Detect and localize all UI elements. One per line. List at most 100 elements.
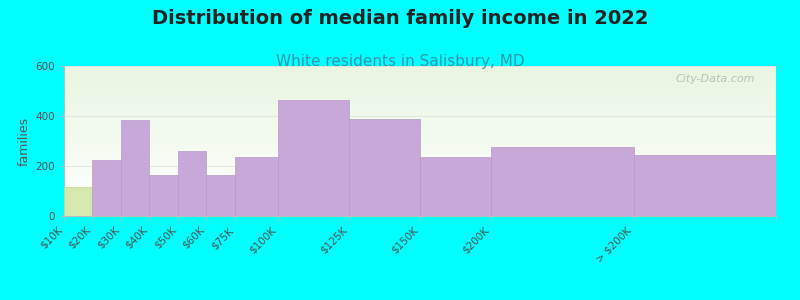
Bar (64, 101, 776, 102)
Bar (64, 79, 776, 80)
Bar (64, 143, 776, 144)
Bar (64, 158, 776, 159)
Bar (64, 186, 776, 187)
Bar (64, 156, 776, 157)
Bar (93, 160, 121, 216)
Bar (64, 159, 776, 160)
Bar (64, 118, 776, 119)
Bar (64, 169, 776, 170)
Bar (64, 83, 776, 84)
Bar (64, 119, 776, 120)
Text: White residents in Salisbury, MD: White residents in Salisbury, MD (276, 54, 524, 69)
Bar (64, 117, 776, 118)
Bar (349, 118, 420, 216)
Bar (64, 122, 776, 123)
Bar (64, 196, 776, 197)
Bar (64, 189, 776, 190)
Bar (64, 179, 776, 180)
Bar (64, 77, 776, 78)
Bar (64, 124, 776, 125)
Bar (64, 184, 776, 185)
Bar (64, 195, 776, 196)
Bar (64, 178, 776, 179)
Bar (64, 188, 776, 189)
Bar (64, 125, 776, 126)
Bar (64, 87, 776, 88)
Bar (64, 198, 776, 199)
Bar (64, 187, 93, 216)
Bar (64, 182, 776, 183)
Bar (64, 70, 776, 71)
Bar (64, 213, 776, 214)
Bar (64, 100, 776, 101)
Bar (64, 105, 776, 106)
Bar (64, 123, 776, 124)
Bar (64, 187, 776, 188)
Bar (64, 99, 776, 100)
Bar (64, 155, 776, 156)
Bar (64, 199, 776, 200)
Text: City-Data.com: City-Data.com (675, 74, 754, 83)
Bar (64, 92, 776, 93)
Bar (64, 94, 776, 95)
Bar (64, 160, 776, 161)
Bar (64, 71, 776, 72)
Bar (64, 167, 776, 168)
Bar (64, 146, 776, 147)
Bar (64, 202, 776, 203)
Bar (64, 98, 776, 99)
Text: Distribution of median family income in 2022: Distribution of median family income in … (152, 9, 648, 28)
Bar (64, 150, 776, 151)
Bar (634, 155, 776, 216)
Bar (64, 200, 776, 201)
Bar (64, 139, 776, 140)
Bar (64, 160, 776, 161)
Bar (64, 131, 776, 132)
Bar (64, 192, 776, 193)
Bar (64, 95, 776, 96)
Bar (64, 89, 776, 90)
Bar (64, 82, 776, 83)
Bar (64, 144, 776, 145)
Bar (64, 118, 776, 119)
Bar (64, 205, 776, 206)
Bar (64, 93, 776, 94)
Bar (64, 181, 776, 182)
Bar (64, 108, 776, 109)
Bar (64, 203, 776, 204)
Bar (64, 90, 776, 91)
Bar (64, 107, 776, 108)
Bar (64, 75, 776, 76)
Bar (64, 180, 776, 181)
Bar (64, 80, 776, 81)
Bar (64, 148, 776, 149)
Bar (64, 111, 776, 112)
Bar (64, 161, 776, 162)
Bar (64, 171, 776, 172)
Bar (64, 85, 776, 86)
Bar (64, 129, 776, 130)
Bar (64, 173, 776, 174)
Bar (64, 78, 776, 79)
Bar (64, 163, 776, 164)
Bar (64, 169, 776, 170)
Bar (150, 175, 178, 216)
Bar (64, 138, 776, 139)
Bar (64, 183, 776, 184)
Bar (64, 165, 776, 166)
Bar (491, 147, 634, 216)
Bar (64, 67, 776, 68)
Bar (64, 142, 776, 143)
Bar (64, 72, 776, 73)
Bar (64, 193, 776, 194)
Bar (64, 68, 776, 69)
Bar (64, 114, 776, 115)
Y-axis label: families: families (18, 116, 31, 166)
Bar (64, 168, 776, 169)
Bar (64, 204, 776, 205)
Bar (64, 176, 776, 177)
Bar (64, 130, 776, 131)
Bar (235, 157, 278, 216)
Bar (64, 197, 776, 198)
Bar (64, 115, 776, 116)
